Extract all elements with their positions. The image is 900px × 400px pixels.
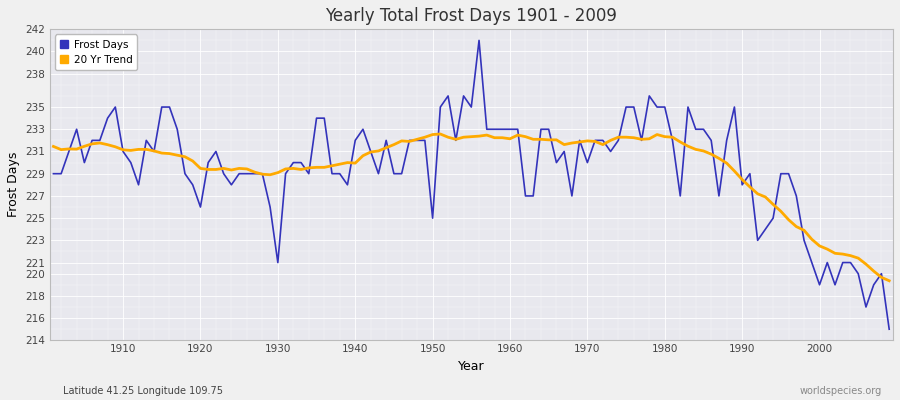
20 Yr Trend: [48, 144, 58, 149]
Title: Yearly Total Frost Days 1901 - 2009: Yearly Total Frost Days 1901 - 2009: [326, 7, 617, 25]
Frost Days: [280, 171, 291, 176]
20 Yr Trend: [884, 278, 895, 283]
Text: worldspecies.org: worldspecies.org: [800, 386, 882, 396]
Frost Days: [512, 127, 523, 132]
20 Yr Trend: [435, 132, 446, 136]
Line: 20 Yr Trend: 20 Yr Trend: [53, 134, 889, 281]
20 Yr Trend: [110, 144, 121, 149]
Frost Days: [605, 149, 616, 154]
20 Yr Trend: [605, 138, 616, 143]
Line: Frost Days: Frost Days: [53, 40, 889, 329]
Frost Days: [473, 38, 484, 43]
Frost Days: [327, 171, 338, 176]
20 Yr Trend: [505, 136, 516, 141]
20 Yr Trend: [512, 133, 523, 138]
X-axis label: Year: Year: [458, 360, 484, 373]
Y-axis label: Frost Days: Frost Days: [7, 152, 20, 218]
Frost Days: [505, 127, 516, 132]
20 Yr Trend: [280, 166, 291, 171]
Frost Days: [48, 171, 58, 176]
20 Yr Trend: [327, 163, 338, 168]
Frost Days: [110, 105, 121, 110]
Legend: Frost Days, 20 Yr Trend: Frost Days, 20 Yr Trend: [55, 34, 138, 70]
Text: Latitude 41.25 Longitude 109.75: Latitude 41.25 Longitude 109.75: [63, 386, 223, 396]
Frost Days: [884, 327, 895, 332]
